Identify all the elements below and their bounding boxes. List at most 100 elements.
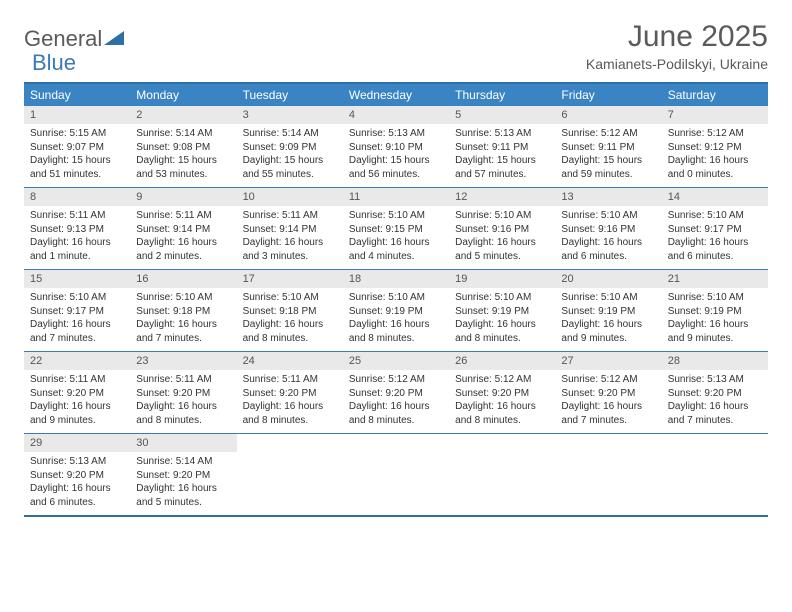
sunset-line: Sunset: 9:14 PM — [243, 223, 337, 237]
daylight-line-1: Daylight: 16 hours — [30, 400, 124, 414]
daylight-line-1: Daylight: 16 hours — [243, 400, 337, 414]
day-cell: 2Sunrise: 5:14 AMSunset: 9:08 PMDaylight… — [130, 106, 236, 187]
sunset-line: Sunset: 9:12 PM — [668, 141, 762, 155]
day-lines: Sunrise: 5:12 AMSunset: 9:20 PMDaylight:… — [449, 370, 555, 427]
daylight-line-2: and 6 minutes. — [668, 250, 762, 264]
daylight-line-2: and 59 minutes. — [561, 168, 655, 182]
daylight-line-1: Daylight: 16 hours — [668, 400, 762, 414]
day-number: 24 — [237, 352, 343, 370]
sunrise-line: Sunrise: 5:15 AM — [30, 127, 124, 141]
sunset-line: Sunset: 9:20 PM — [349, 387, 443, 401]
daylight-line-1: Daylight: 16 hours — [136, 318, 230, 332]
day-number: 25 — [343, 352, 449, 370]
sunrise-line: Sunrise: 5:10 AM — [561, 209, 655, 223]
day-number: 13 — [555, 188, 661, 206]
daylight-line-2: and 4 minutes. — [349, 250, 443, 264]
daylight-line-2: and 8 minutes. — [349, 414, 443, 428]
sunset-line: Sunset: 9:14 PM — [136, 223, 230, 237]
week-row: 8Sunrise: 5:11 AMSunset: 9:13 PMDaylight… — [24, 187, 768, 269]
daylight-line-2: and 9 minutes. — [561, 332, 655, 346]
day-lines: Sunrise: 5:11 AMSunset: 9:20 PMDaylight:… — [130, 370, 236, 427]
month-title: June 2025 — [586, 20, 768, 54]
sunrise-line: Sunrise: 5:10 AM — [349, 209, 443, 223]
day-number: 5 — [449, 106, 555, 124]
daylight-line-2: and 5 minutes. — [455, 250, 549, 264]
daylight-line-1: Daylight: 15 hours — [349, 154, 443, 168]
day-cell: 10Sunrise: 5:11 AMSunset: 9:14 PMDayligh… — [237, 188, 343, 269]
day-number: 12 — [449, 188, 555, 206]
daylight-line-1: Daylight: 16 hours — [349, 236, 443, 250]
sunrise-line: Sunrise: 5:13 AM — [349, 127, 443, 141]
day-lines: Sunrise: 5:12 AMSunset: 9:20 PMDaylight:… — [555, 370, 661, 427]
sunrise-line: Sunrise: 5:14 AM — [136, 455, 230, 469]
day-lines: Sunrise: 5:13 AMSunset: 9:20 PMDaylight:… — [662, 370, 768, 427]
daylight-line-2: and 3 minutes. — [243, 250, 337, 264]
sunrise-line: Sunrise: 5:10 AM — [455, 291, 549, 305]
day-lines: Sunrise: 5:14 AMSunset: 9:08 PMDaylight:… — [130, 124, 236, 181]
day-number: 26 — [449, 352, 555, 370]
day-number: 3 — [237, 106, 343, 124]
day-lines: Sunrise: 5:15 AMSunset: 9:07 PMDaylight:… — [24, 124, 130, 181]
day-lines: Sunrise: 5:12 AMSunset: 9:12 PMDaylight:… — [662, 124, 768, 181]
day-number: 17 — [237, 270, 343, 288]
sunset-line: Sunset: 9:17 PM — [30, 305, 124, 319]
day-lines: Sunrise: 5:10 AMSunset: 9:19 PMDaylight:… — [555, 288, 661, 345]
daylight-line-1: Daylight: 16 hours — [30, 236, 124, 250]
day-lines: Sunrise: 5:10 AMSunset: 9:17 PMDaylight:… — [24, 288, 130, 345]
daylight-line-1: Daylight: 16 hours — [136, 482, 230, 496]
sunrise-line: Sunrise: 5:11 AM — [30, 209, 124, 223]
daylight-line-1: Daylight: 16 hours — [455, 318, 549, 332]
daylight-line-1: Daylight: 16 hours — [349, 400, 443, 414]
sunset-line: Sunset: 9:20 PM — [30, 387, 124, 401]
sunrise-line: Sunrise: 5:14 AM — [243, 127, 337, 141]
day-number: 9 — [130, 188, 236, 206]
daylight-line-1: Daylight: 15 hours — [243, 154, 337, 168]
daylight-line-2: and 6 minutes. — [561, 250, 655, 264]
sunset-line: Sunset: 9:19 PM — [668, 305, 762, 319]
day-cell — [662, 434, 768, 515]
day-cell: 27Sunrise: 5:12 AMSunset: 9:20 PMDayligh… — [555, 352, 661, 433]
daylight-line-2: and 7 minutes. — [561, 414, 655, 428]
sunrise-line: Sunrise: 5:11 AM — [243, 373, 337, 387]
day-lines: Sunrise: 5:12 AMSunset: 9:20 PMDaylight:… — [343, 370, 449, 427]
day-cell: 17Sunrise: 5:10 AMSunset: 9:18 PMDayligh… — [237, 270, 343, 351]
daylight-line-2: and 0 minutes. — [668, 168, 762, 182]
day-number: 27 — [555, 352, 661, 370]
sunrise-line: Sunrise: 5:10 AM — [243, 291, 337, 305]
title-block: June 2025 Kamianets-Podilskyi, Ukraine — [586, 20, 768, 72]
day-lines: Sunrise: 5:12 AMSunset: 9:11 PMDaylight:… — [555, 124, 661, 181]
day-number: 15 — [24, 270, 130, 288]
calendar-grid: SundayMondayTuesdayWednesdayThursdayFrid… — [24, 82, 768, 517]
day-number: 8 — [24, 188, 130, 206]
daylight-line-2: and 6 minutes. — [30, 496, 124, 510]
day-number: 10 — [237, 188, 343, 206]
sunrise-line: Sunrise: 5:10 AM — [455, 209, 549, 223]
daylight-line-1: Daylight: 16 hours — [668, 154, 762, 168]
daylight-line-1: Daylight: 15 hours — [136, 154, 230, 168]
day-number: 16 — [130, 270, 236, 288]
day-cell: 16Sunrise: 5:10 AMSunset: 9:18 PMDayligh… — [130, 270, 236, 351]
sunset-line: Sunset: 9:19 PM — [455, 305, 549, 319]
sunset-line: Sunset: 9:16 PM — [561, 223, 655, 237]
daylight-line-2: and 9 minutes. — [30, 414, 124, 428]
daylight-line-1: Daylight: 16 hours — [30, 318, 124, 332]
logo-text-blue: Blue — [32, 50, 76, 75]
daylight-line-1: Daylight: 15 hours — [30, 154, 124, 168]
day-cell: 15Sunrise: 5:10 AMSunset: 9:17 PMDayligh… — [24, 270, 130, 351]
day-cell: 30Sunrise: 5:14 AMSunset: 9:20 PMDayligh… — [130, 434, 236, 515]
day-cell: 11Sunrise: 5:10 AMSunset: 9:15 PMDayligh… — [343, 188, 449, 269]
daylight-line-2: and 8 minutes. — [243, 414, 337, 428]
day-number: 21 — [662, 270, 768, 288]
sunrise-line: Sunrise: 5:10 AM — [561, 291, 655, 305]
sunset-line: Sunset: 9:09 PM — [243, 141, 337, 155]
sunset-line: Sunset: 9:17 PM — [668, 223, 762, 237]
day-cell: 28Sunrise: 5:13 AMSunset: 9:20 PMDayligh… — [662, 352, 768, 433]
sunrise-line: Sunrise: 5:10 AM — [30, 291, 124, 305]
day-lines: Sunrise: 5:14 AMSunset: 9:09 PMDaylight:… — [237, 124, 343, 181]
day-cell: 9Sunrise: 5:11 AMSunset: 9:14 PMDaylight… — [130, 188, 236, 269]
week-row: 1Sunrise: 5:15 AMSunset: 9:07 PMDaylight… — [24, 106, 768, 187]
day-cell: 5Sunrise: 5:13 AMSunset: 9:11 PMDaylight… — [449, 106, 555, 187]
day-number: 18 — [343, 270, 449, 288]
daylight-line-2: and 7 minutes. — [30, 332, 124, 346]
day-header-cell: Saturday — [662, 84, 768, 106]
